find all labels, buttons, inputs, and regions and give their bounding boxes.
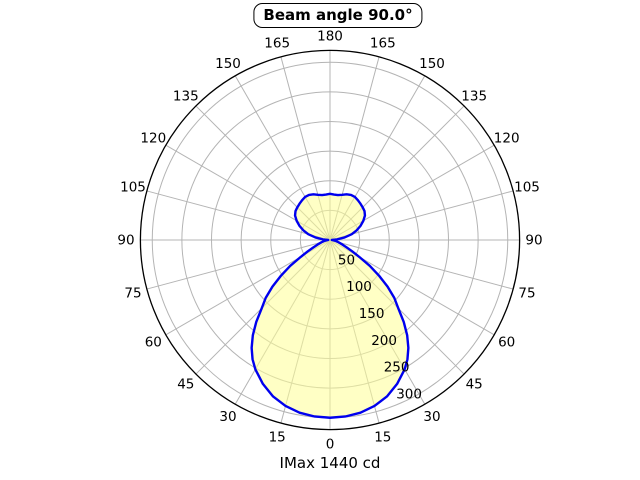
outer-boundary-circle xyxy=(139,49,521,431)
angle-tick-label: 165 xyxy=(370,36,396,52)
angle-tick-label: 165 xyxy=(264,36,290,52)
angle-tick-label: 150 xyxy=(419,56,445,72)
angle-tick-label: 75 xyxy=(518,285,535,301)
grid-spoke xyxy=(329,239,514,290)
grid-spoke xyxy=(146,190,331,241)
angle-tick-label: 135 xyxy=(173,88,199,104)
radial-tick-label: 300 xyxy=(396,387,422,403)
angle-tick-label: 135 xyxy=(461,88,487,104)
radial-tick-label: 50 xyxy=(338,252,355,268)
radial-tick-label: 150 xyxy=(359,306,385,322)
angle-tick-label: 120 xyxy=(140,131,166,147)
grid-spoke xyxy=(329,190,514,241)
intensity-curve xyxy=(250,192,410,419)
angle-tick-label: 60 xyxy=(145,335,162,351)
angle-tick-label: 30 xyxy=(219,409,236,425)
angle-tick-labels: 0 15 15 30 30 45 45 60 60 75 75 90 90 105 105 120 120 135… xyxy=(117,29,542,453)
angle-tick-label: 60 xyxy=(498,335,515,351)
angle-tick-label: 120 xyxy=(494,131,520,147)
radial-tick-label: 250 xyxy=(384,360,410,376)
angle-tick-label: 45 xyxy=(177,377,194,393)
angle-tick-label: 90 xyxy=(117,233,134,249)
grid-spoke xyxy=(146,239,331,290)
imax-caption: IMax 1440 cd xyxy=(279,454,381,472)
chart-title-box: Beam angle 90.0° xyxy=(253,3,423,28)
angle-tick-label: 180 xyxy=(317,29,343,45)
angle-tick-label: 15 xyxy=(374,430,391,446)
angle-tick-label: 30 xyxy=(423,409,440,425)
radial-tick-labels: 50 100 150 200 250 300 xyxy=(338,252,422,402)
chart-title: Beam angle 90.0° xyxy=(263,6,413,24)
angle-tick-label: 45 xyxy=(466,377,483,393)
angle-tick-label: 75 xyxy=(124,285,141,301)
angle-tick-label: 15 xyxy=(269,430,286,446)
radial-tick-label: 200 xyxy=(371,333,397,349)
angle-tick-label: 150 xyxy=(215,56,241,72)
angle-tick-label: 0 xyxy=(326,437,335,453)
angle-tick-label: 105 xyxy=(120,180,146,196)
radial-tick-label: 100 xyxy=(346,279,372,295)
angle-tick-label: 90 xyxy=(525,233,542,249)
angle-tick-label: 105 xyxy=(514,180,540,196)
